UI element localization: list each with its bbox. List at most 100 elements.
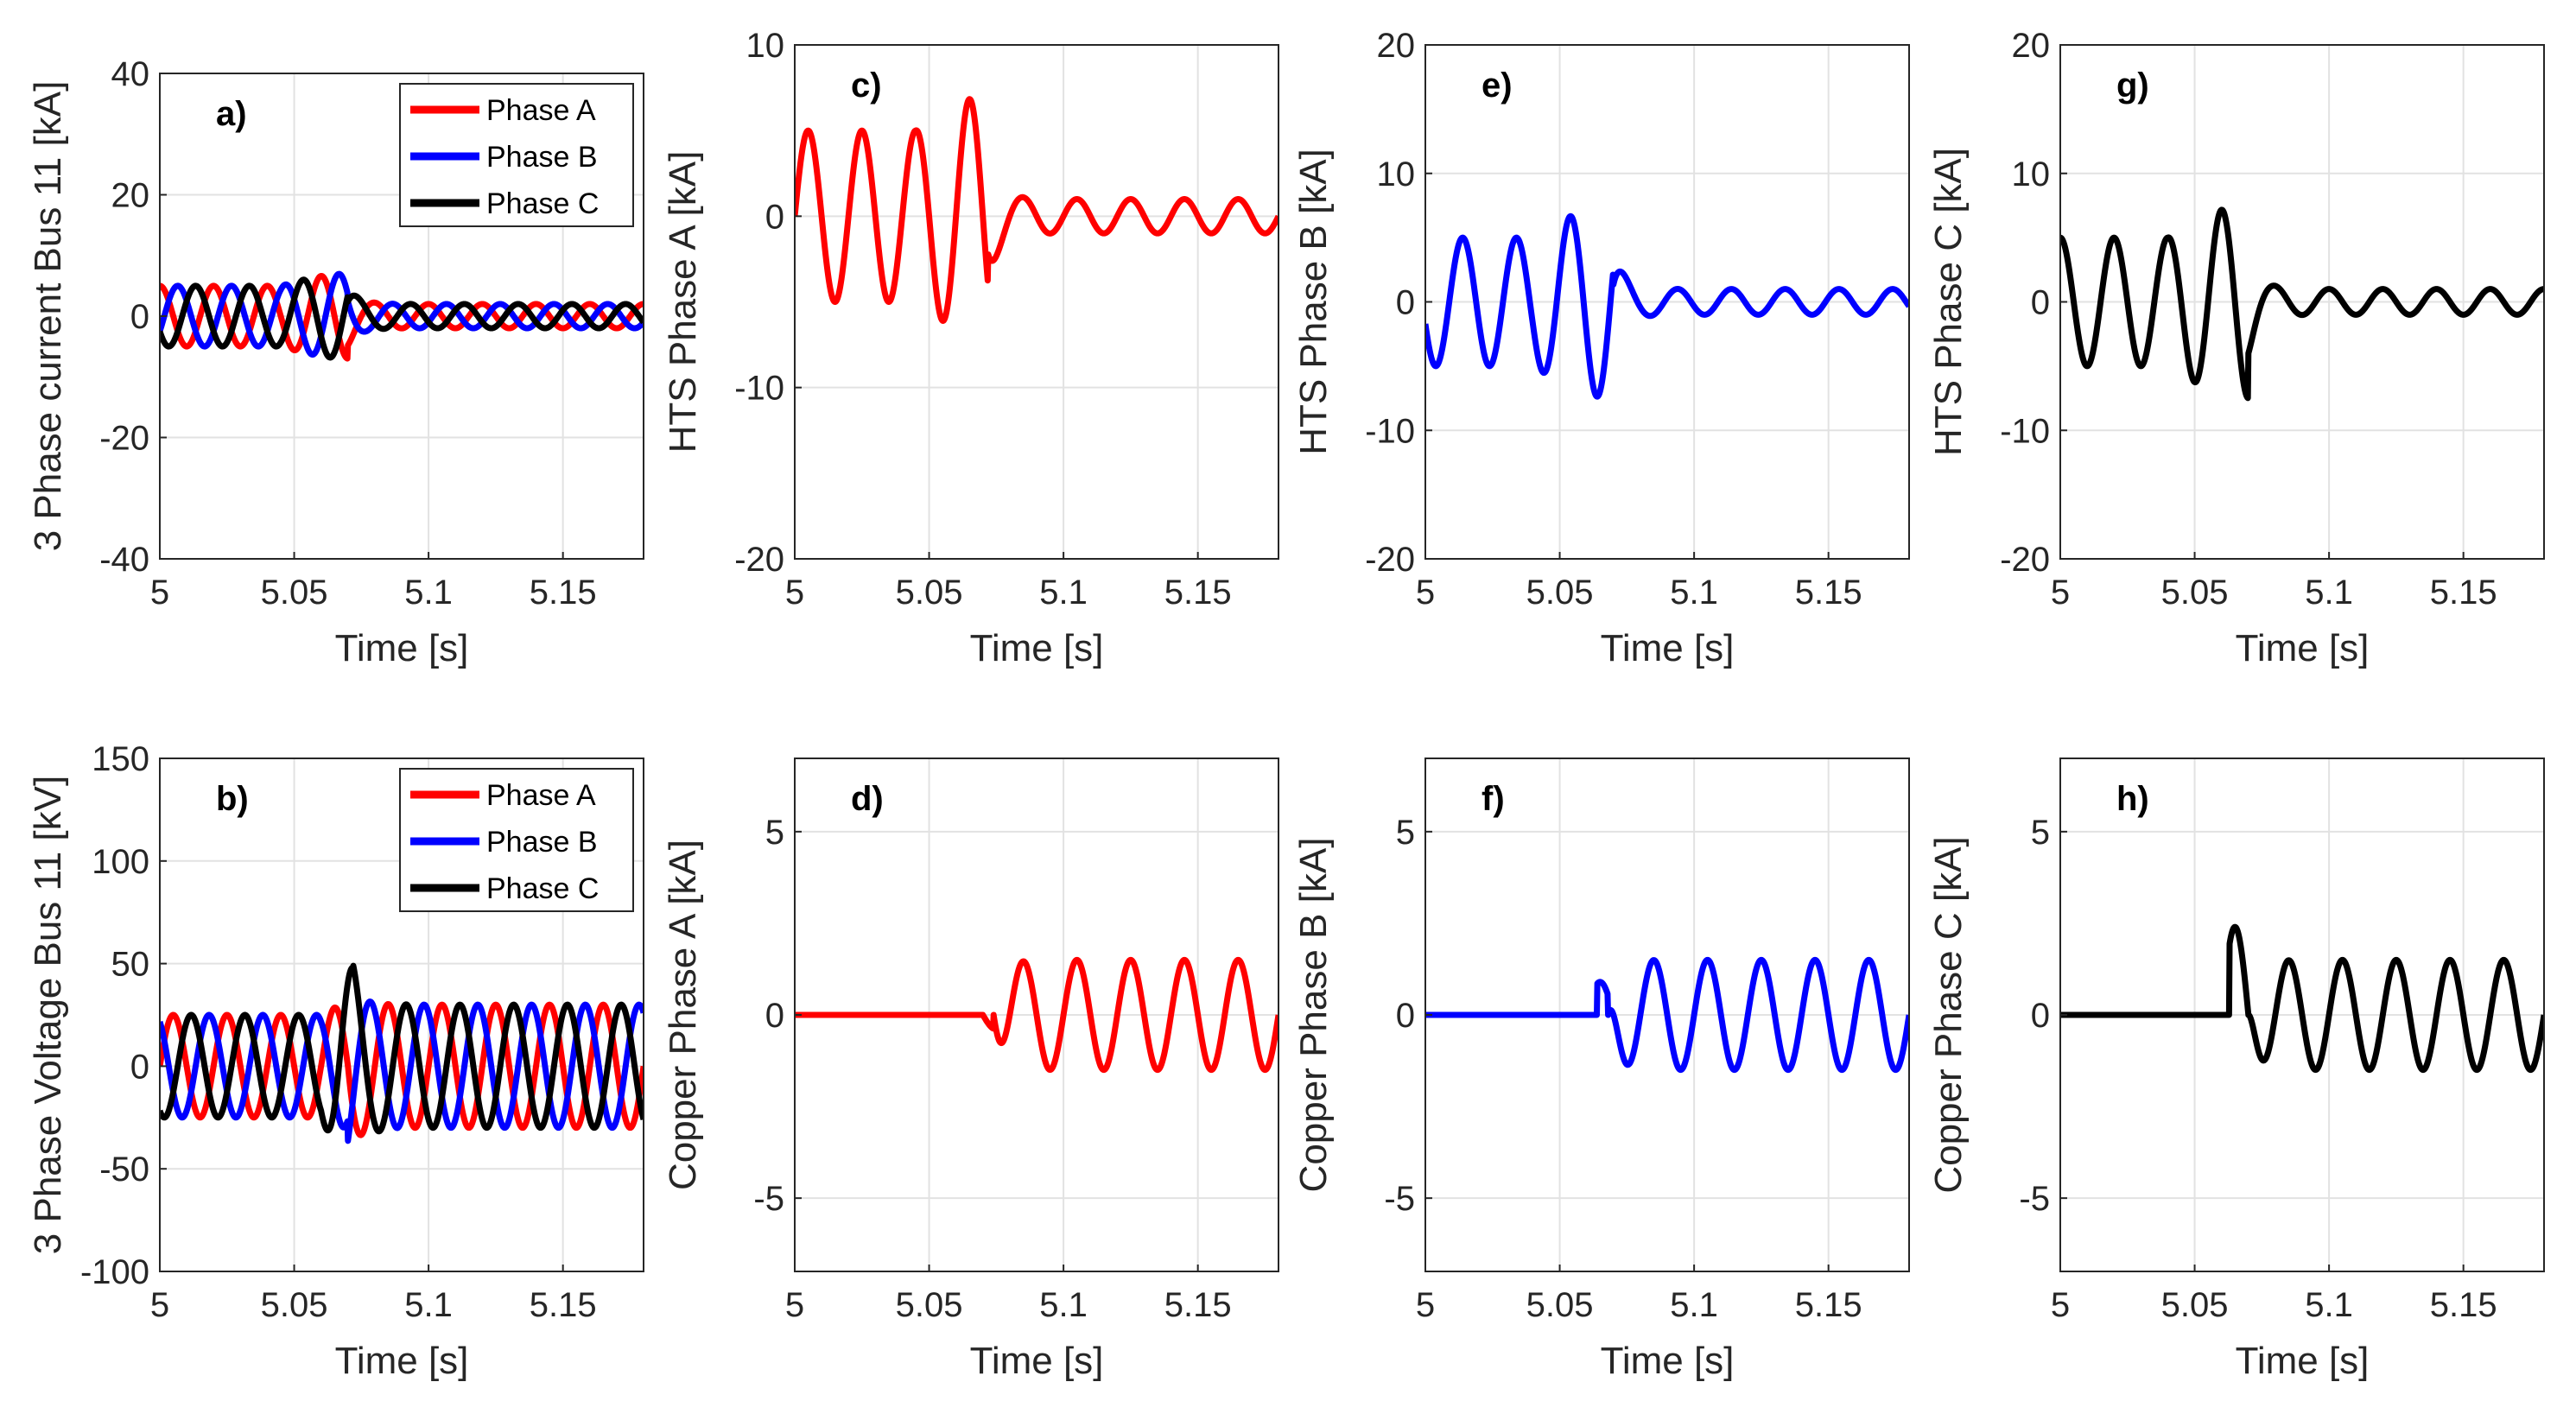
y-tick-label: -20	[2000, 541, 2050, 579]
y-tick-label: 0	[130, 298, 149, 336]
series-group	[1425, 212, 1909, 400]
y-tick-label: -20	[99, 420, 149, 458]
legend-entry-3: Phase C	[486, 187, 599, 220]
x-tick-label: 5.15	[2430, 1286, 2497, 1324]
x-tick-label: 5.05	[1526, 1286, 1594, 1324]
legend: Phase A Phase B Phase C	[399, 83, 634, 227]
y-tick-label: -20	[1365, 541, 1415, 579]
x-tick-label: 5.05	[2161, 1286, 2229, 1324]
y-tick-label: 0	[2031, 997, 2050, 1035]
x-tick-label: 5.05	[261, 1286, 328, 1324]
x-axis-label: Time [s]	[335, 627, 469, 669]
y-axis-label: HTS Phase C [kA]	[1927, 148, 1970, 456]
panel-label: h)	[2116, 780, 2149, 818]
x-axis-label: Time [s]	[335, 1340, 469, 1382]
y-axis-label: Copper Phase C [kA]	[1927, 836, 1970, 1193]
panel-label: d)	[851, 780, 884, 818]
y-axis-label: HTS Phase A [kA]	[662, 151, 704, 453]
panel-f: 5 5.05 5.1 5.15 -5 0 5 Time [s] Copper Phase B […	[1292, 758, 1910, 1382]
series-line-1	[2060, 206, 2544, 402]
x-tick-label: 5	[150, 574, 169, 612]
x-tick-label: 5.1	[1670, 574, 1718, 612]
x-axis-label: Time [s]	[2236, 627, 2370, 669]
y-tick-label: 10	[2012, 155, 2051, 193]
y-tick-label: -40	[99, 541, 149, 579]
panel-label: g)	[2116, 67, 2149, 105]
x-axis-label: Time [s]	[970, 1340, 1104, 1382]
series-group	[1425, 956, 1909, 1074]
panel-label: c)	[851, 67, 882, 105]
x-tick-label: 5.05	[896, 574, 963, 612]
x-tick-label: 5	[785, 1286, 804, 1324]
x-axis-label: Time [s]	[2236, 1340, 2370, 1382]
series-group	[2060, 923, 2544, 1074]
panel-d: 5 5.05 5.1 5.15 -5 0 5 Time [s] Copper Phase A […	[662, 758, 1279, 1382]
panel-c: 5 5.05 5.1 5.15 -20 -10 0 10 Time [s] HTS Phase A…	[662, 27, 1279, 669]
y-tick-label: 0	[1396, 997, 1415, 1035]
series-group	[160, 962, 644, 1144]
panel-e: 5 5.05 5.1 5.15 -20 -10 0 10 20 Time [s] HTS Phase…	[1292, 27, 1910, 669]
series-line-3	[160, 962, 644, 1135]
x-tick-label: 5	[2051, 574, 2070, 612]
panel-label: a)	[216, 95, 247, 133]
legend-entry-3: Phase C	[486, 872, 599, 905]
x-tick-label: 5.1	[404, 1286, 453, 1324]
y-axis-label: 3 Phase Voltage Bus 11 [kV]	[27, 776, 69, 1254]
y-tick-label: 5	[1396, 814, 1415, 852]
x-tick-label: 5.15	[530, 1286, 597, 1324]
y-tick-label: 20	[1377, 27, 1416, 65]
series-line-1	[160, 273, 644, 362]
y-axis-label: Copper Phase B [kA]	[1292, 838, 1335, 1193]
y-tick-label: 40	[111, 55, 150, 93]
y-tick-label: -20	[734, 541, 784, 579]
y-tick-label: 20	[2012, 27, 2051, 65]
y-tick-label: 0	[1396, 284, 1415, 322]
series-line-1	[1425, 212, 1909, 400]
plot-area	[795, 45, 1278, 559]
panel-label: b)	[216, 780, 249, 818]
x-tick-label: 5.15	[1164, 574, 1232, 612]
y-tick-label: 0	[130, 1048, 149, 1086]
axes-frame	[794, 44, 1279, 560]
x-tick-label: 5	[1416, 1286, 1435, 1324]
y-tick-label: 0	[765, 198, 784, 236]
legend-entry-2: Phase B	[486, 826, 598, 859]
x-tick-label: 5	[150, 1286, 169, 1324]
panel-b: 5 5.05 5.1 5.15 -100 -50 0 50 100 150 Time [s] 3 Ph…	[27, 740, 644, 1382]
x-tick-label: 5.05	[896, 1286, 963, 1324]
y-tick-label: -5	[753, 1180, 784, 1218]
series-line-1	[2060, 923, 2544, 1074]
y-tick-label: -10	[1365, 412, 1415, 450]
legend-entry-2: Phase B	[486, 141, 598, 174]
x-axis-label: Time [s]	[1601, 1340, 1735, 1382]
legend: Phase A Phase B Phase C	[399, 768, 634, 912]
x-tick-label: 5.15	[1795, 1286, 1862, 1324]
y-tick-label: 10	[746, 27, 785, 65]
x-tick-label: 5.1	[2305, 1286, 2353, 1324]
y-tick-label: -100	[80, 1253, 149, 1291]
x-tick-label: 5.1	[1670, 1286, 1718, 1324]
x-tick-label: 5.05	[2161, 574, 2229, 612]
x-tick-label: 5	[1416, 574, 1435, 612]
x-tick-label: 5.15	[1795, 574, 1862, 612]
x-tick-label: 5.1	[1039, 574, 1088, 612]
panel-label: f)	[1482, 780, 1505, 818]
x-tick-label: 5.15	[1164, 1286, 1232, 1324]
legend-entry-1: Phase A	[486, 779, 596, 812]
axes-frame	[159, 758, 644, 1272]
x-tick-label: 5.15	[2430, 574, 2497, 612]
series-group	[795, 96, 1278, 324]
legend-entry-1: Phase A	[486, 94, 596, 127]
x-axis-label: Time [s]	[970, 627, 1104, 669]
series-line-1	[795, 956, 1278, 1074]
y-tick-label: 100	[92, 843, 149, 881]
y-tick-label: -10	[2000, 412, 2050, 450]
series-group	[795, 956, 1278, 1074]
x-tick-label: 5.1	[2305, 574, 2353, 612]
series-line-3	[160, 276, 644, 361]
x-tick-label: 5.15	[530, 574, 597, 612]
series-line-2	[160, 998, 644, 1144]
series-line-1	[1425, 956, 1909, 1074]
y-tick-label: 0	[2031, 284, 2050, 322]
